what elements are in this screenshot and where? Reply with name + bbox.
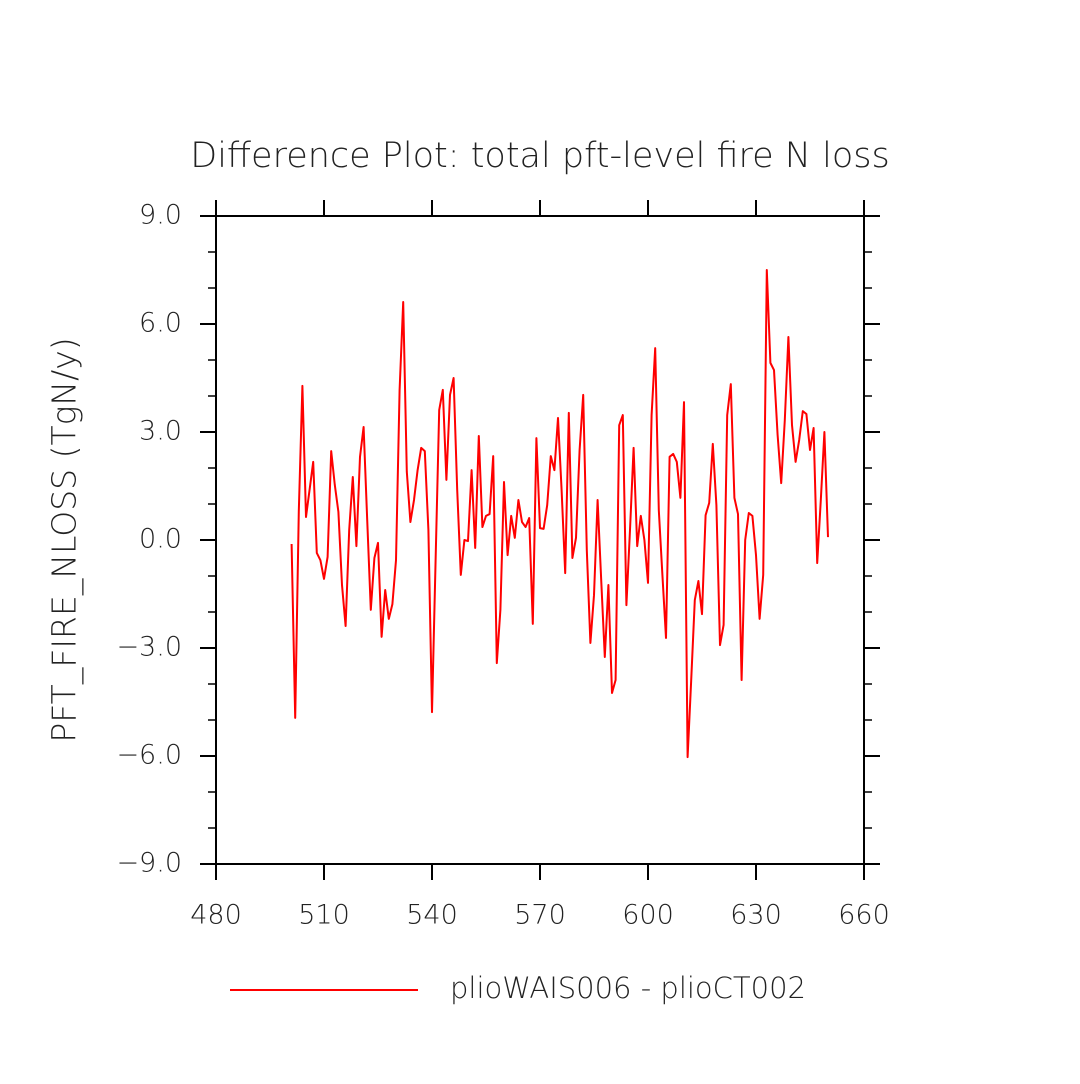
x-tick-label: 660 <box>838 900 890 931</box>
x-tick-label: 570 <box>514 900 566 931</box>
legend-label: plioWAIS006 - plioCT002 <box>450 971 806 1005</box>
y-tick-label: 3.0 <box>139 416 182 447</box>
x-tick-label: 630 <box>730 900 782 931</box>
data-line <box>290 269 829 759</box>
y-tick-label: 6.0 <box>139 308 182 339</box>
x-tick-label: 480 <box>190 900 242 931</box>
chart-title: Difference Plot: total pft-level fire N … <box>190 136 889 176</box>
y-tick-label: −6.0 <box>116 740 182 771</box>
x-tick-label: 540 <box>406 900 458 931</box>
y-tick-label: 0.0 <box>139 524 182 555</box>
y-tick-label: 9.0 <box>139 200 182 231</box>
y-tick-label: −9.0 <box>116 848 182 879</box>
y-tick-label: −3.0 <box>116 632 182 663</box>
y-axis-label: PFT_FIRE_NLOSS (TgN/y) <box>45 337 85 742</box>
x-tick-label: 600 <box>622 900 674 931</box>
x-tick-label: 510 <box>298 900 350 931</box>
